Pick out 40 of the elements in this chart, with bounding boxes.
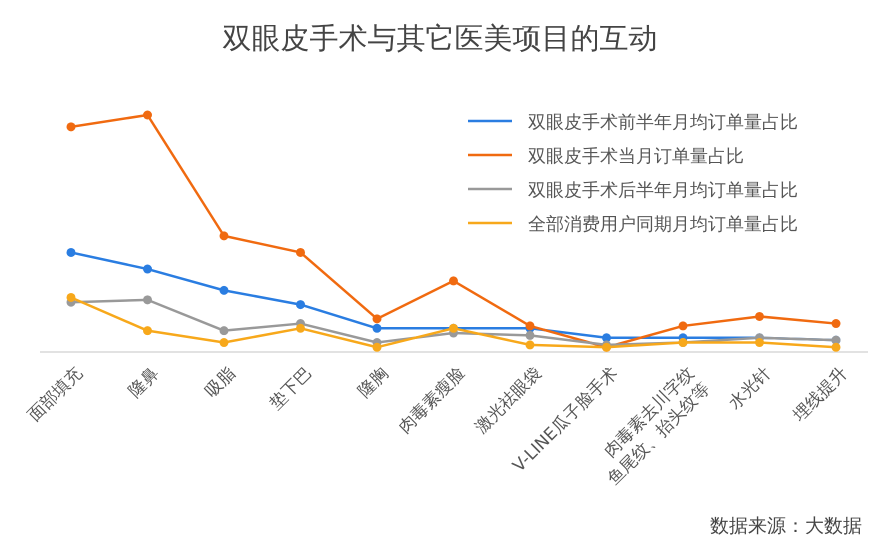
point	[220, 231, 228, 240]
legend-label: 双眼皮手术后半年月均订单量占比	[528, 180, 798, 201]
chart-title: 双眼皮手术与其它医美项目的互动	[222, 21, 658, 55]
legend-label: 双眼皮手术当月订单量占比	[528, 146, 744, 167]
x-tick-label: 面部填充	[24, 363, 87, 426]
point	[526, 340, 534, 350]
point	[296, 300, 305, 310]
source-note: 数据来源：大数据	[710, 515, 862, 537]
point	[296, 324, 305, 333]
legend-label: 双眼皮手术前半年月均订单量占比	[528, 112, 798, 133]
x-tick-label: 隆鼻	[124, 363, 164, 402]
point	[220, 338, 228, 348]
legend-label: 全部消费用户同期月均订单量占比	[528, 214, 798, 235]
point	[143, 326, 152, 336]
point	[755, 338, 764, 348]
point	[755, 312, 764, 321]
point	[143, 295, 152, 304]
point	[66, 292, 76, 302]
x-tick-label: 水光针	[724, 363, 776, 414]
point	[372, 342, 382, 352]
point	[66, 122, 76, 132]
point	[220, 286, 228, 295]
point	[832, 342, 840, 352]
x-tick-label: 垫下巴	[266, 363, 316, 414]
point	[372, 314, 382, 324]
point	[678, 321, 688, 330]
point	[66, 248, 76, 257]
point	[143, 264, 152, 274]
x-tick-label: 埋线提升	[788, 363, 852, 426]
point	[526, 321, 534, 330]
point	[143, 110, 152, 120]
point	[220, 326, 228, 336]
point	[372, 324, 382, 333]
point	[832, 319, 840, 328]
x-tick-label: 肉毒素瘦脸	[394, 363, 470, 438]
x-tick-label: 隆胸	[354, 363, 393, 402]
point	[526, 330, 534, 340]
point	[296, 248, 305, 257]
x-tick-label: 吸脂	[201, 363, 240, 402]
point	[449, 276, 458, 286]
